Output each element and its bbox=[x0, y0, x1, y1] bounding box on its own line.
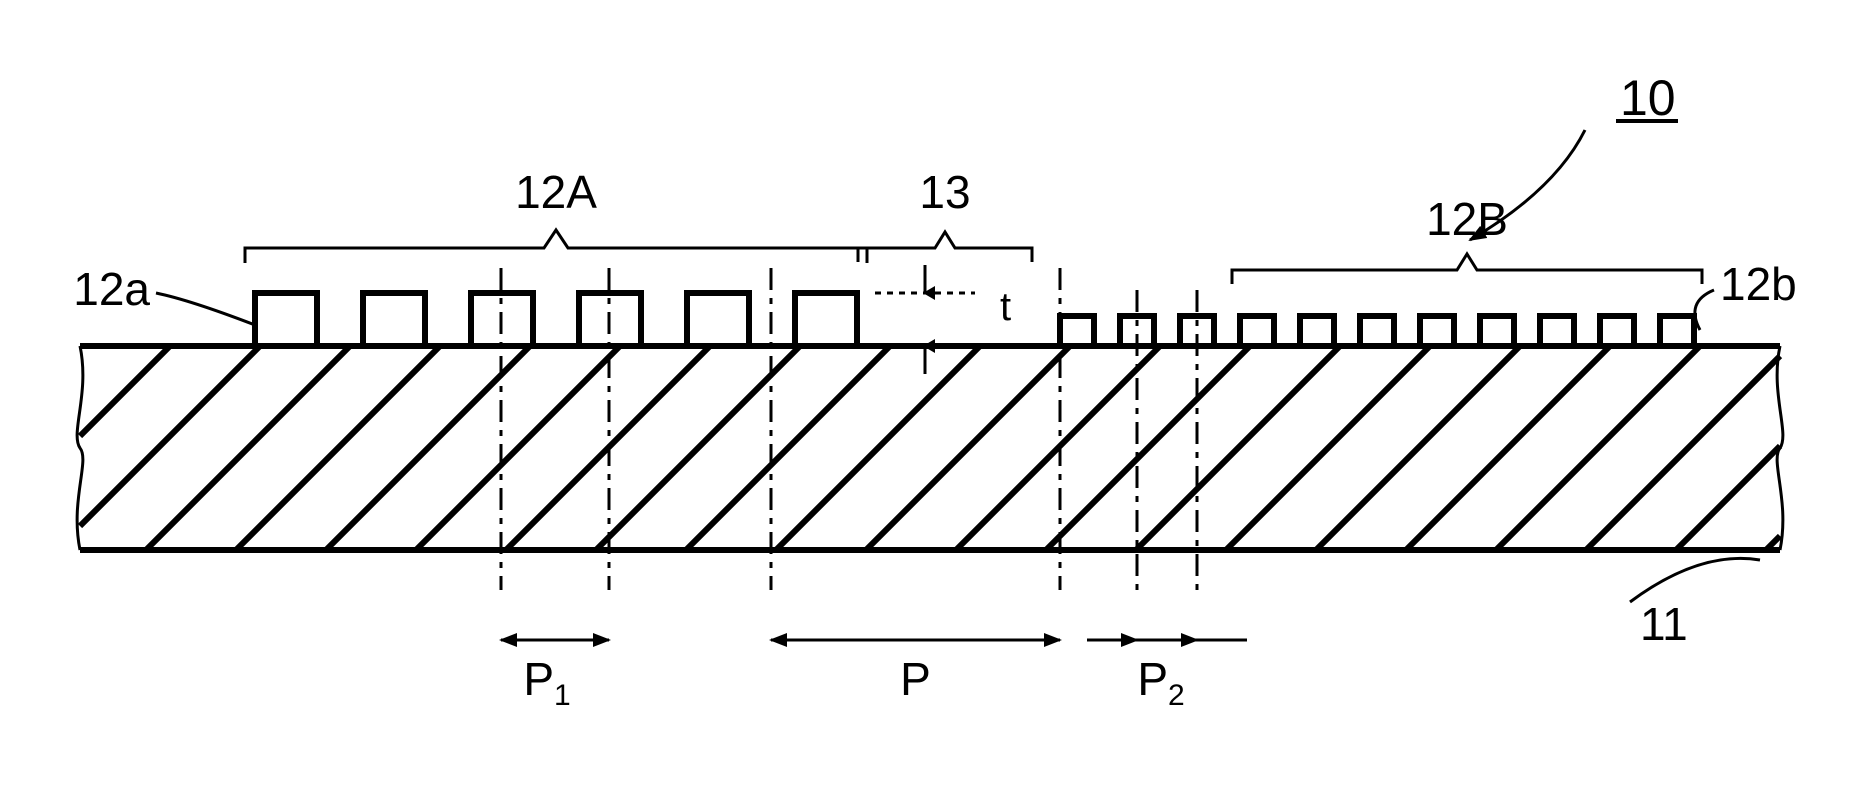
label-12A: 12A bbox=[515, 166, 597, 218]
element-12a bbox=[255, 293, 317, 346]
group-12A bbox=[255, 293, 857, 346]
label-P2: P2 bbox=[1137, 653, 1184, 712]
substrate-hatch bbox=[80, 346, 1780, 550]
label-10: 10 bbox=[1620, 70, 1676, 126]
label-12b: 12b bbox=[1720, 258, 1797, 310]
label-P1: P1 bbox=[523, 653, 570, 712]
element-12b bbox=[1060, 316, 1094, 346]
element-12a bbox=[363, 293, 425, 346]
label-12a: 12a bbox=[73, 263, 150, 315]
label-t: t bbox=[1000, 285, 1011, 329]
element-12b bbox=[1300, 316, 1334, 346]
element-12b bbox=[1240, 316, 1274, 346]
element-12b bbox=[1600, 316, 1634, 346]
label-12B: 12B bbox=[1426, 193, 1508, 245]
group-12B bbox=[1060, 316, 1694, 346]
element-12b bbox=[1660, 316, 1694, 346]
element-12b bbox=[1480, 316, 1514, 346]
diagram-canvas: 11 12A 12a 12B 12b 13 t P1 P P2 10 bbox=[0, 0, 1873, 802]
element-12b bbox=[1540, 316, 1574, 346]
element-12b bbox=[1360, 316, 1394, 346]
element-12b bbox=[1420, 316, 1454, 346]
label-11: 11 bbox=[1640, 598, 1688, 650]
label-P: P bbox=[900, 653, 931, 705]
element-12a bbox=[687, 293, 749, 346]
label-13: 13 bbox=[919, 166, 970, 218]
element-12a bbox=[795, 293, 857, 346]
